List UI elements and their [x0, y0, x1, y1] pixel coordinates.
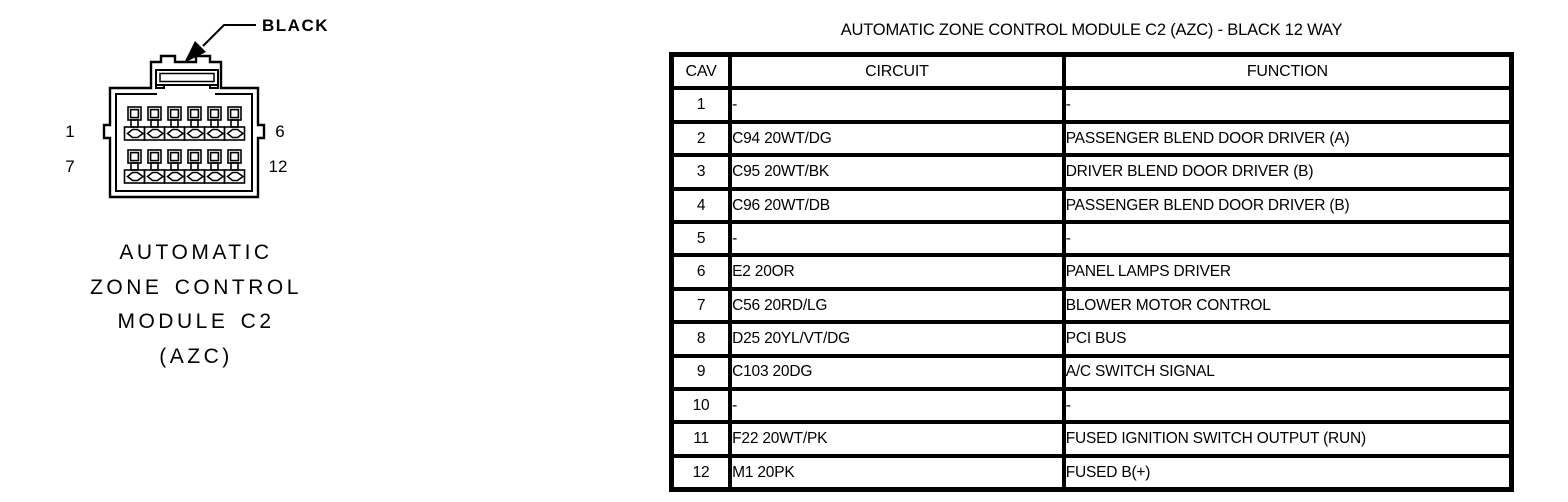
- table-row: 8 D25 20YL/VT/DG PCI BUS: [669, 320, 1514, 358]
- cav-cell: 9: [669, 353, 733, 391]
- cav-cell: 12: [669, 453, 733, 492]
- pinout-table: CAV CIRCUIT FUNCTION 1 - - 2 C94 20WT/DG…: [669, 52, 1514, 493]
- cav-cell: 1: [669, 86, 733, 124]
- connector-color-label: BLACK: [262, 16, 329, 35]
- connector-inner-line: [115, 93, 253, 192]
- cav-cell: 3: [669, 153, 733, 191]
- function-cell: FUSED IGNITION SWITCH OUTPUT (RUN): [1061, 420, 1514, 458]
- caption-line: ZONE CONTROL: [90, 275, 302, 299]
- table-row: 3 C95 20WT/BK DRIVER BLEND DOOR DRIVER (…: [669, 153, 1514, 191]
- function-cell: PASSENGER BLEND DOOR DRIVER (A): [1061, 119, 1514, 158]
- circuit-cell: C56 20RD/LG: [728, 286, 1066, 325]
- function-cell: PCI BUS: [1061, 320, 1514, 358]
- table-row: 1 - -: [669, 86, 1514, 124]
- cav-cell: 6: [669, 253, 733, 291]
- cav-cell: 4: [669, 186, 733, 224]
- latch-bar: [155, 69, 219, 86]
- header-circuit: CIRCUIT: [728, 52, 1066, 91]
- table-row: 12 M1 20PK FUSED B(+): [669, 453, 1514, 492]
- circuit-cell: D25 20YL/VT/DG: [728, 320, 1066, 358]
- function-cell: FUSED B(+): [1061, 453, 1514, 492]
- connector-caption: AUTOMATIC ZONE CONTROL MODULE C2 (AZC): [50, 236, 342, 374]
- pin-label-6: 6: [275, 122, 285, 141]
- leader-line: [202, 24, 256, 47]
- table-row: 11 F22 20WT/PK FUSED IGNITION SWITCH OUT…: [669, 420, 1514, 458]
- function-cell: DRIVER BLEND DOOR DRIVER (B): [1061, 153, 1514, 191]
- pin-label-12: 12: [268, 157, 288, 176]
- function-cell: BLOWER MOTOR CONTROL: [1061, 286, 1514, 325]
- table-row: 10 - -: [669, 386, 1514, 425]
- pin-label-1: 1: [65, 122, 75, 141]
- circuit-cell: F22 20WT/PK: [728, 420, 1066, 458]
- connector-12way-drawing: [102, 24, 266, 199]
- caption-line: (AZC): [159, 344, 233, 368]
- circuit-cell: C96 20WT/DB: [728, 186, 1066, 224]
- circuit-cell: -: [728, 386, 1066, 425]
- circuit-cell: E2 20OR: [728, 253, 1066, 291]
- circuit-cell: -: [728, 219, 1066, 258]
- header-cav: CAV: [669, 52, 733, 91]
- function-cell: -: [1061, 386, 1514, 425]
- cav-cell: 11: [669, 420, 733, 458]
- function-cell: -: [1061, 86, 1514, 124]
- caption-line: MODULE C2: [117, 310, 275, 333]
- function-cell: PASSENGER BLEND DOOR DRIVER (B): [1061, 186, 1514, 224]
- table-row: 6 E2 20OR PANEL LAMPS DRIVER: [669, 253, 1514, 291]
- circuit-cell: C94 20WT/DG: [728, 119, 1066, 158]
- cav-cell: 7: [669, 286, 733, 325]
- table-row: 2 C94 20WT/DG PASSENGER BLEND DOOR DRIVE…: [669, 119, 1514, 158]
- function-cell: PANEL LAMPS DRIVER: [1061, 253, 1514, 291]
- arrowhead-icon: [184, 41, 206, 63]
- table-row: 7 C56 20RD/LG BLOWER MOTOR CONTROL: [669, 286, 1514, 325]
- circuit-cell: M1 20PK: [728, 453, 1066, 492]
- circuit-cell: C95 20WT/BK: [728, 153, 1066, 191]
- cav-cell: 10: [669, 386, 733, 425]
- header-function: FUNCTION: [1061, 52, 1514, 91]
- cav-cell: 2: [669, 119, 733, 158]
- table-row: 9 C103 20DG A/C SWITCH SIGNAL: [669, 353, 1514, 391]
- pin-label-7: 7: [65, 157, 75, 176]
- table-title: AUTOMATIC ZONE CONTROL MODULE C2 (AZC) -…: [840, 21, 1343, 39]
- caption-line: AUTOMATIC: [119, 241, 273, 264]
- table-row: 5 - -: [669, 219, 1514, 258]
- connector-figure: BLACK 1 6 7 12 AUTOMATIC ZONE CONTROL MO…: [0, 0, 660, 502]
- circuit-cell: -: [728, 86, 1066, 124]
- cav-cell: 5: [669, 219, 733, 258]
- table-row: 4 C96 20WT/DB PASSENGER BLEND DOOR DRIVE…: [669, 186, 1514, 224]
- circuit-cell: C103 20DG: [728, 353, 1066, 391]
- table-header-row: CAV CIRCUIT FUNCTION: [669, 52, 1514, 91]
- cav-cell: 8: [669, 320, 733, 358]
- latch-bar-inner: [159, 72, 215, 83]
- function-cell: A/C SWITCH SIGNAL: [1061, 353, 1514, 391]
- function-cell: -: [1061, 219, 1514, 258]
